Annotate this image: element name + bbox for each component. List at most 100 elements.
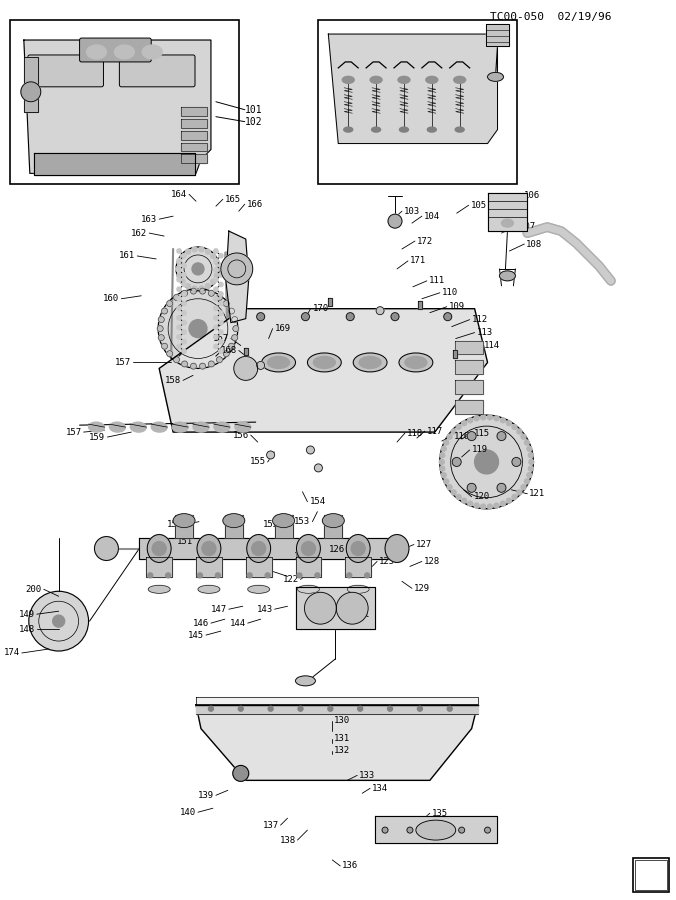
Ellipse shape [370, 76, 382, 84]
Bar [324, 515, 342, 537]
Text: 112: 112 [472, 315, 488, 324]
Ellipse shape [399, 353, 433, 372]
Circle shape [182, 339, 187, 344]
Circle shape [232, 317, 238, 322]
Bar [24, 57, 38, 112]
Circle shape [218, 310, 223, 315]
Circle shape [452, 429, 456, 434]
Circle shape [177, 345, 181, 348]
Ellipse shape [262, 353, 295, 372]
Text: 107: 107 [519, 221, 535, 230]
Circle shape [364, 573, 370, 578]
Circle shape [521, 434, 526, 439]
Circle shape [208, 706, 214, 711]
Text: 117: 117 [427, 427, 443, 436]
Circle shape [512, 425, 517, 429]
Text: 121: 121 [529, 490, 546, 499]
Circle shape [214, 297, 218, 301]
Ellipse shape [235, 422, 251, 432]
Circle shape [266, 451, 274, 459]
Ellipse shape [426, 76, 438, 84]
Ellipse shape [416, 820, 456, 840]
Circle shape [158, 326, 163, 331]
Circle shape [218, 254, 223, 258]
Text: 153: 153 [294, 518, 310, 526]
Text: 115: 115 [474, 428, 489, 437]
Ellipse shape [354, 353, 387, 372]
Circle shape [234, 356, 258, 381]
Text: 170: 170 [312, 304, 329, 313]
Circle shape [441, 446, 446, 451]
Circle shape [497, 483, 506, 492]
Bar [181, 155, 207, 164]
Text: 150: 150 [167, 520, 183, 529]
Polygon shape [487, 194, 527, 231]
Bar [274, 515, 293, 537]
Circle shape [95, 536, 118, 561]
Circle shape [358, 706, 362, 711]
Circle shape [182, 349, 187, 354]
Text: 164: 164 [171, 190, 187, 199]
Text: 104: 104 [424, 212, 440, 220]
Bar [146, 557, 172, 578]
Text: 174: 174 [4, 649, 20, 658]
Circle shape [500, 501, 506, 506]
Circle shape [177, 259, 182, 265]
Circle shape [306, 446, 314, 454]
Circle shape [447, 485, 452, 490]
Ellipse shape [372, 127, 381, 132]
Text: 130: 130 [335, 716, 350, 725]
Text: 167: 167 [213, 334, 229, 343]
Text: 125: 125 [379, 557, 395, 566]
Text: spd: spd [644, 878, 658, 886]
Circle shape [177, 297, 181, 301]
Text: 168: 168 [220, 346, 237, 355]
Circle shape [474, 503, 479, 508]
Ellipse shape [272, 514, 295, 527]
Circle shape [218, 283, 223, 286]
Text: 141: 141 [354, 609, 370, 618]
Circle shape [176, 247, 220, 291]
Ellipse shape [347, 585, 369, 593]
Circle shape [232, 335, 238, 340]
Text: 120: 120 [474, 492, 489, 501]
Circle shape [218, 330, 223, 335]
Circle shape [527, 472, 532, 478]
Circle shape [214, 277, 218, 282]
Text: 105: 105 [470, 201, 487, 210]
Text: 152: 152 [262, 520, 279, 529]
Bar [453, 350, 457, 358]
Circle shape [257, 312, 265, 320]
Circle shape [214, 258, 218, 263]
Circle shape [315, 573, 320, 578]
Circle shape [211, 254, 216, 258]
Circle shape [182, 254, 187, 258]
Ellipse shape [455, 127, 464, 132]
Text: 148: 148 [19, 625, 34, 634]
Circle shape [158, 335, 164, 340]
Circle shape [223, 301, 229, 307]
Circle shape [298, 706, 303, 711]
Circle shape [177, 274, 182, 278]
Text: TC00-050  02/19/96: TC00-050 02/19/96 [489, 13, 611, 22]
Circle shape [185, 249, 191, 254]
Circle shape [29, 591, 89, 651]
Text: 138: 138 [279, 835, 295, 844]
Circle shape [214, 259, 219, 265]
Text: 134: 134 [372, 784, 388, 793]
Polygon shape [24, 40, 211, 174]
Text: 109: 109 [449, 302, 465, 311]
Bar [181, 130, 207, 140]
Text: 119: 119 [472, 446, 488, 454]
Circle shape [251, 542, 266, 555]
Circle shape [529, 460, 534, 464]
Text: 114: 114 [483, 341, 500, 350]
Circle shape [452, 490, 456, 495]
Circle shape [202, 542, 216, 555]
Ellipse shape [193, 422, 209, 432]
Bar [329, 298, 333, 306]
Bar [295, 557, 321, 578]
Circle shape [218, 263, 223, 267]
Text: 166: 166 [247, 200, 263, 209]
Text: 122: 122 [283, 575, 299, 584]
